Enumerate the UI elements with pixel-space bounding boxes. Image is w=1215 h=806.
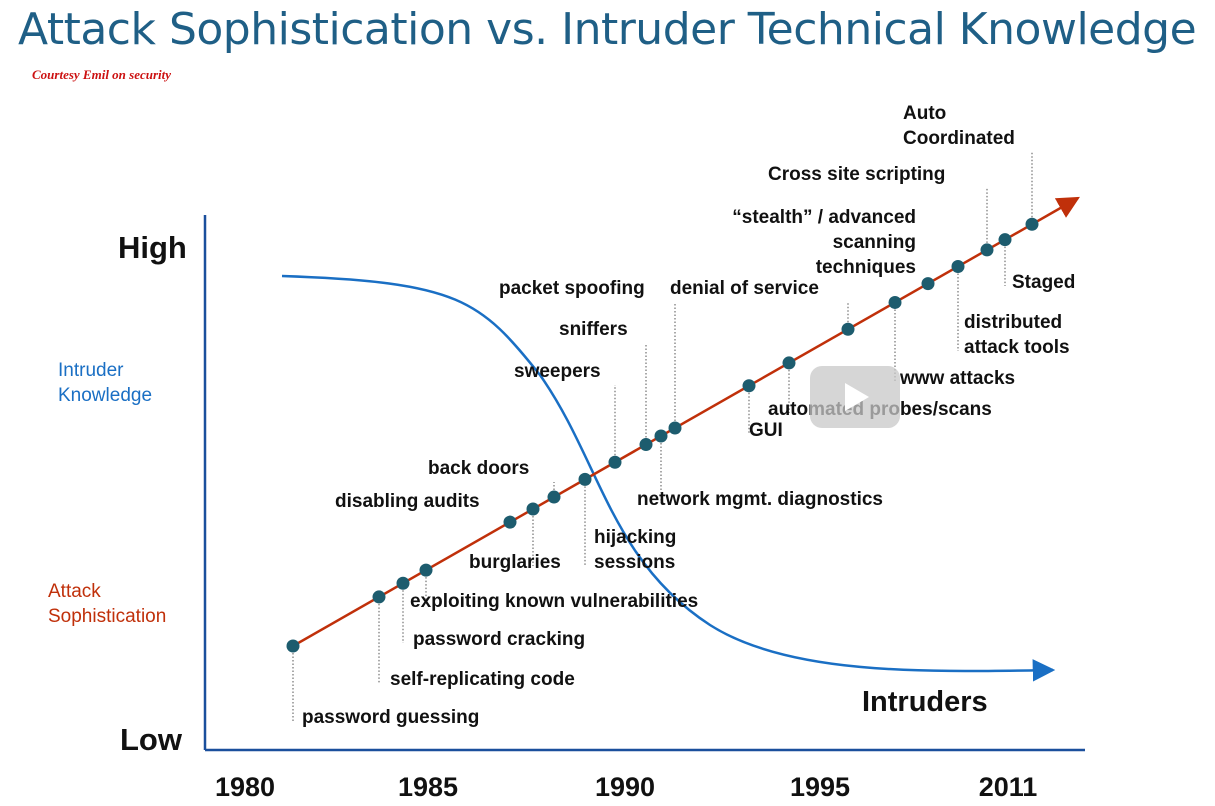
milestone-label: password cracking (413, 629, 585, 650)
x-tick-label: 1990 (595, 772, 655, 802)
milestone-dot (372, 590, 386, 604)
milestone-dot (503, 515, 517, 529)
milestone-label: Auto Coordinated (903, 103, 1015, 149)
attack-sophistication-line-1: Attack (48, 581, 101, 602)
milestone-label: disabling audits (335, 491, 480, 512)
milestone-label: burglaries (469, 552, 561, 573)
milestone-label: denial of service (670, 278, 819, 299)
milestone-dot (526, 502, 540, 516)
milestone-label: network mgmt. diagnostics (637, 489, 883, 510)
play-icon (845, 383, 869, 411)
page-title: Attack Sophistication vs. Intruder Techn… (18, 4, 1197, 55)
milestone-label: hijacking sessions (594, 527, 676, 573)
milestone-dot (742, 379, 756, 393)
milestone-label: exploiting known vulnerabilities (410, 591, 698, 612)
play-button[interactable] (810, 366, 900, 428)
x-tick-label: 1995 (790, 772, 850, 802)
milestone-dot (396, 576, 410, 590)
milestone-label: distributed attack tools (964, 312, 1070, 358)
attack-sophistication-label: Attack Sophistication (48, 581, 166, 627)
x-tick-label: 1980 (215, 772, 275, 802)
milestone-dot (654, 429, 668, 443)
milestone-label: sniffers (559, 319, 628, 340)
intruder-knowledge-line-2: Knowledge (58, 385, 152, 406)
milestone-label: Cross site scripting (768, 164, 945, 185)
milestone-dot (419, 563, 433, 577)
milestone-label: GUI (749, 420, 783, 441)
x-tick-label: 1985 (398, 772, 458, 802)
x-tick-labels: 1980 1985 1990 1995 2011 (215, 772, 1037, 802)
milestone-dot (951, 259, 965, 273)
y-low-label: Low (120, 722, 183, 757)
milestone-label: sweepers (514, 361, 601, 382)
x-tick-label: 2011 (979, 772, 1038, 802)
y-high-label: High (118, 230, 187, 265)
milestone-dot (639, 438, 653, 452)
milestone-dot (888, 295, 902, 309)
milestone-label: Staged (1012, 272, 1075, 293)
milestone-label: password guessing (302, 707, 479, 728)
milestone-dot (998, 233, 1012, 247)
intruder-knowledge-label: Intruder Knowledge (58, 360, 152, 406)
milestone-label: “stealth” / advanced scanning techniques (732, 207, 916, 278)
milestone-label: www attacks (899, 368, 1015, 389)
milestone-label: back doors (428, 458, 529, 479)
attack-milestones: password guessing self-replicating code pa… (286, 103, 1075, 728)
milestone-dot (1025, 217, 1039, 231)
milestone-label: self-replicating code (390, 669, 575, 690)
milestone-dot (547, 490, 561, 504)
milestone-dot (782, 356, 796, 370)
milestone-dot (980, 243, 994, 257)
milestone-dot (608, 455, 622, 469)
milestone-dot (668, 421, 682, 435)
attack-sophistication-line-2: Sophistication (48, 606, 166, 627)
milestone-dot (841, 322, 855, 336)
intruder-knowledge-line-1: Intruder (58, 360, 124, 381)
intruder-knowledge-curve (281, 274, 1056, 682)
intruders-label: Intruders (862, 686, 988, 718)
milestone-label: packet spoofing (499, 278, 645, 299)
milestone-dot (286, 639, 300, 653)
milestone-dot (578, 472, 592, 486)
courtesy-note: Courtesy Emil on security (32, 67, 172, 82)
milestone-dot (921, 277, 935, 291)
